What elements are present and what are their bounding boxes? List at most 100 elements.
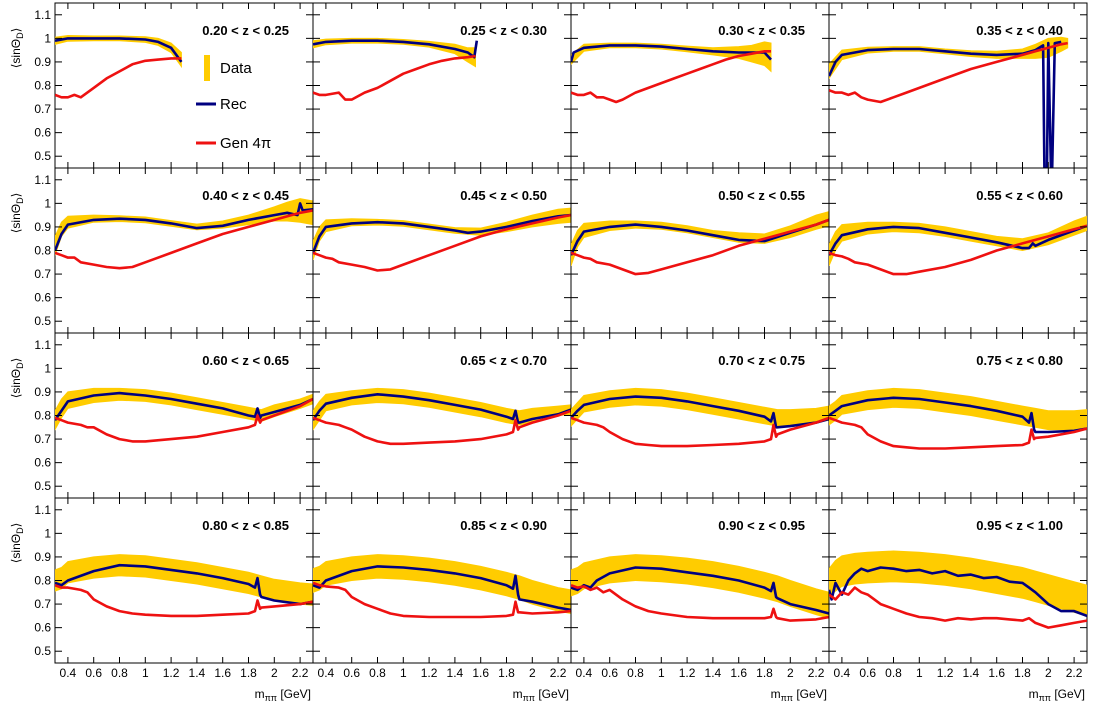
x-tick-label: 0.6	[343, 666, 360, 680]
panel-label: 0.80 < z < 0.85	[202, 518, 289, 533]
plot-area	[55, 198, 313, 270]
series-data-band	[313, 387, 571, 431]
x-tick-label: 1.8	[756, 666, 773, 680]
x-axis-title: mππ [GeV]	[255, 687, 311, 703]
panel-label: 0.30 < z < 0.35	[718, 23, 805, 38]
series-gen-line	[55, 209, 313, 270]
y-tick-label: 0.8	[34, 409, 51, 423]
x-tick-label: 0.6	[859, 666, 876, 680]
x-tick-label: 1.2	[679, 666, 696, 680]
x-tick-label: 1.4	[189, 666, 206, 680]
panel: 0.85 < z < 0.90 0.4 0.6 0.8 1 1.2 1.4 1.6 1.8 2 2.…	[312, 497, 572, 680]
series-gen-line	[313, 213, 571, 272]
series-data-band	[571, 41, 772, 73]
x-tick-label: 2.2	[808, 666, 825, 680]
panel-label: 0.65 < z < 0.70	[460, 353, 547, 368]
series-gen-line	[571, 218, 829, 276]
plot-area	[313, 387, 571, 446]
series-rec-line	[55, 563, 313, 606]
x-tick-label: 0.4	[576, 666, 593, 680]
series-rec-line	[55, 391, 313, 421]
x-tick-label: 1.4	[705, 666, 722, 680]
plot-area	[829, 387, 1087, 450]
x-tick-label: 2.2	[550, 666, 567, 680]
x-tick-label: 1	[916, 666, 923, 680]
panel-label: 0.70 < z < 0.75	[718, 353, 805, 368]
y-tick-label: 0.7	[34, 432, 51, 446]
series-rec-line	[313, 393, 571, 424]
y-tick-label: 0.7	[34, 597, 51, 611]
series-gen-line	[55, 57, 182, 99]
panel: 0.50 < z < 0.55	[570, 167, 830, 334]
x-tick-label: 2.2	[1066, 666, 1083, 680]
series-rec-line	[829, 396, 1087, 434]
y-axis-title: ⟨sinΘD⟩	[9, 523, 25, 564]
series-rec-line	[55, 37, 183, 63]
series-rec-line	[55, 202, 313, 251]
panel-frame	[828, 167, 1088, 334]
x-tick-label: 1.8	[240, 666, 257, 680]
panel: 0.70 < z < 0.75	[570, 332, 830, 499]
panel: 0.65 < z < 0.70	[312, 332, 572, 499]
panel-label: 0.60 < z < 0.65	[202, 353, 289, 368]
panel: 0.40 < z < 0.45 0.5 0.6 0.7 0.8 0.9 1 1.1	[34, 167, 314, 334]
series-gen-line	[829, 416, 1087, 450]
panel: 0.60 < z < 0.65 0.5 0.6 0.7 0.8 0.9 1 1.1	[34, 332, 314, 499]
x-tick-label: 1.6	[214, 666, 231, 680]
series-rec-line	[571, 566, 829, 615]
series-gen-line	[313, 409, 571, 446]
x-tick-label: 0.4	[60, 666, 77, 680]
panel: 0.45 < z < 0.50	[312, 167, 572, 334]
series-gen-line	[571, 416, 829, 448]
y-tick-label: 1	[44, 526, 51, 540]
x-tick-label: 1.6	[472, 666, 489, 680]
y-tick-label: 1.1	[34, 503, 51, 517]
y-tick-label: 0.6	[34, 456, 51, 470]
y-axis-title: ⟨sinΘD⟩	[9, 193, 25, 234]
series-gen-line	[55, 397, 313, 443]
x-tick-label: 2	[1045, 666, 1052, 680]
plot-area	[571, 554, 829, 622]
y-tick-label: 0.9	[34, 385, 51, 399]
panel: 0.80 < z < 0.85 0.5 0.6 0.7 0.8 0.9 1 1.1 0.4 0.6…	[34, 497, 314, 680]
series-gen-line	[55, 583, 313, 618]
series-gen-line	[571, 583, 829, 622]
series-data-band	[313, 554, 571, 615]
panel-label: 0.35 < z < 0.40	[976, 23, 1063, 38]
panel-frame	[312, 2, 572, 169]
y-tick-label: 1	[44, 361, 51, 375]
y-tick-label: 1.1	[34, 173, 51, 187]
y-tick-label: 1	[44, 31, 51, 45]
series-rec-line	[313, 213, 571, 254]
panels-layer: 0.20 < z < 0.25 0.5 0.6 0.7 0.8 0.9 1 1.1 0.25 <…	[34, 2, 1088, 680]
plot-area	[55, 554, 313, 618]
y-tick-label: 0.8	[34, 244, 51, 258]
y-tick-label: 1.1	[34, 8, 51, 22]
y-axis-title: ⟨sinΘD⟩	[9, 358, 25, 399]
series-rec-line	[829, 566, 1087, 618]
y-tick-label: 0.5	[34, 149, 51, 163]
legend: Data Rec Gen 4π	[196, 55, 271, 152]
x-axis-title: mππ [GeV]	[513, 687, 569, 703]
y-axis-title: ⟨sinΘD⟩	[9, 28, 25, 69]
y-tick-label: 0.6	[34, 621, 51, 635]
y-tick-label: 0.7	[34, 267, 51, 281]
plot-area	[571, 387, 829, 448]
series-gen-line	[829, 224, 1087, 276]
x-tick-label: 1.6	[730, 666, 747, 680]
panel-label: 0.45 < z < 0.50	[460, 188, 547, 203]
x-tick-label: 1.8	[498, 666, 515, 680]
x-tick-label: 2.2	[292, 666, 309, 680]
series-data-band	[829, 36, 1069, 80]
panel: 0.25 < z < 0.30	[312, 2, 572, 169]
plot-area	[313, 554, 571, 619]
series-data-band	[55, 34, 182, 69]
x-tick-label: 1	[400, 666, 407, 680]
y-tick-label: 0.9	[34, 550, 51, 564]
series-rec-line	[829, 224, 1087, 256]
y-tick-label: 0.8	[34, 79, 51, 93]
panel-label: 0.25 < z < 0.30	[460, 23, 547, 38]
legend-label-gen: Gen 4π	[220, 135, 271, 152]
series-gen-line	[829, 586, 1087, 629]
panel: 0.20 < z < 0.25 0.5 0.6 0.7 0.8 0.9 1 1.1	[34, 2, 314, 169]
